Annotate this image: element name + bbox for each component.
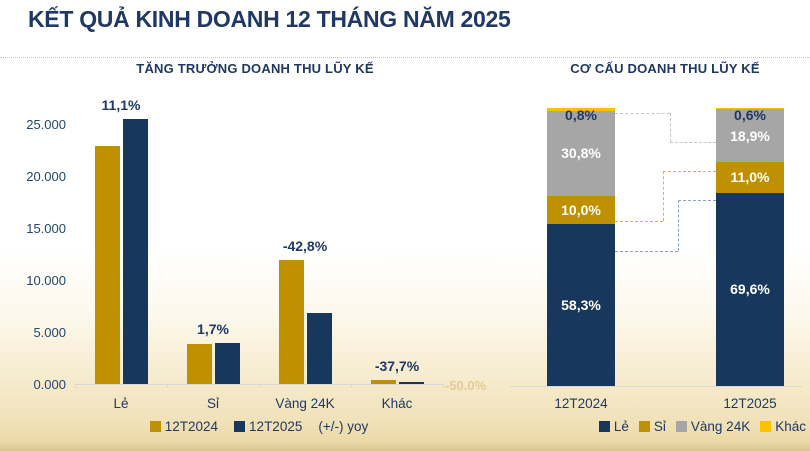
structure-segment-label: 18,9%: [730, 127, 770, 144]
legend-label: (+/-) yoy: [318, 419, 369, 434]
structure-segment-Lẻ-12T2024: [547, 223, 615, 386]
legend-label: Khác: [775, 419, 806, 434]
series-line-le: [615, 251, 678, 252]
legend-item-si: Sỉ: [638, 419, 666, 434]
legend-swatch-gold: [149, 421, 161, 432]
legend-item-le: Lẻ: [598, 419, 629, 434]
axis-tick: [167, 384, 168, 388]
structure-chart-title: CƠ CẤU DOANH THU LŨY KẾ: [570, 61, 760, 76]
growth-category-label: Lẻ: [113, 396, 129, 411]
axis-tick: [443, 384, 444, 388]
structure-x-axis-line: [510, 386, 802, 387]
legend-swatch-navy: [234, 421, 246, 432]
structure-bar-12T2025: 69,6% 11,0% 18,9% 0,6%: [716, 107, 784, 386]
header-divider: [0, 57, 810, 58]
y-tick: 25.000: [26, 117, 66, 132]
growth-bar-12T2024-Lẻ: [94, 145, 120, 384]
series-line-khac: [670, 142, 716, 143]
structure-segment-Sỉ-12T2025: [716, 161, 784, 193]
structure-segment-Sỉ-12T2024: [547, 196, 615, 224]
page-title: KẾT QUẢ KINH DOANH 12 THÁNG NĂM 2025: [28, 6, 511, 32]
legend-item-vang24k: Vàng 24K: [675, 419, 751, 434]
axis-tick: [351, 384, 352, 388]
y-tick: 5.000: [33, 325, 66, 340]
legend-swatch-gray: [675, 421, 687, 432]
series-line-khac: [670, 113, 671, 142]
series-line-khac: [615, 113, 670, 114]
growth-bar-12T2024-Vàng 24K: [278, 260, 304, 384]
series-line-si: [615, 221, 663, 222]
secondary-axis-label: -50.0%: [445, 378, 487, 393]
legend-swatch-yellow: [760, 421, 772, 432]
legend-label: 12T2025: [249, 419, 303, 434]
growth-bar-12T2024-Khác: [370, 379, 396, 384]
growth-bar-12T2025-Khác: [398, 381, 424, 384]
series-line-le: [678, 200, 679, 251]
legend-item-yoy: (+/-) yoy: [318, 419, 368, 434]
growth-plot-area: 11,1% 1,7% -42,8% -37,7%: [75, 97, 443, 384]
y-tick: 0.000: [33, 377, 66, 392]
structure-segment-label: 58,3%: [561, 297, 601, 313]
legend-label: Vàng 24K: [690, 419, 751, 434]
y-tick: 15.000: [26, 221, 66, 236]
legend-label: 12T2024: [164, 419, 219, 434]
structure-bar-12T2024: 58,3% 10,0% 30,8% 0,8%: [547, 107, 615, 386]
growth-bar-12T2024-Sỉ: [186, 343, 212, 384]
legend-label: Sỉ: [653, 419, 666, 434]
y-tick: 10.000: [26, 273, 66, 288]
structure-segment-label: 10,0%: [561, 202, 601, 218]
series-line-le: [678, 200, 716, 201]
legend-item-12T2024: 12T2024: [149, 419, 219, 434]
structure-segment-label: 69,6%: [730, 281, 770, 298]
yoy-growth-label: 1,7%: [197, 321, 229, 338]
axis-tick: [75, 384, 76, 388]
legend-swatch-navy: [598, 421, 610, 432]
yoy-growth-label: -42,8%: [282, 238, 328, 255]
structure-segment-Vàng 24K-12T2025: [716, 109, 784, 162]
growth-category-label: Vàng 24K: [275, 396, 335, 411]
structure-segment-Lẻ-12T2025: [716, 192, 784, 386]
legend-item-khac: Khác: [760, 419, 806, 434]
structure-category-label: 12T2024: [554, 396, 608, 411]
structure-legend: Lẻ Sỉ Vàng 24K Khác: [528, 419, 806, 434]
growth-chart-title: TĂNG TRƯỞNG DOANH THU LŨY KẾ: [136, 61, 374, 76]
yoy-growth-label: -37,7%: [374, 357, 420, 374]
legend-swatch-gold: [638, 421, 650, 432]
series-line-si: [663, 171, 716, 172]
yoy-growth-label: 11,1%: [101, 97, 141, 114]
structure-segment-Khác-12T2024: [547, 108, 615, 111]
structure-segment-Khác-12T2025: [716, 107, 784, 110]
series-line-si: [663, 171, 664, 221]
legend-item-12T2025: 12T2025: [234, 419, 302, 434]
growth-bar-12T2025-Lẻ: [122, 119, 148, 384]
structure-segment-label: 30,8%: [561, 145, 601, 162]
growth-category-label: Sỉ: [206, 396, 220, 411]
growth-legend: 12T2024 12T2025 (+/-) yoy: [75, 419, 443, 434]
structure-category-label: 12T2025: [723, 396, 777, 411]
growth-category-label: Khác: [381, 396, 413, 411]
growth-bar-12T2025-Sỉ: [214, 343, 240, 384]
structure-segment-label: 0,8%: [565, 107, 597, 123]
structure-segment-label: 0,6%: [734, 107, 766, 123]
growth-bar-12T2025-Vàng 24K: [306, 313, 332, 384]
y-tick: 20.000: [26, 169, 66, 184]
legend-label: Lẻ: [613, 419, 629, 434]
axis-tick: [259, 384, 260, 388]
structure-segment-label: 11,0%: [730, 169, 770, 186]
structure-segment-Vàng 24K-12T2024: [547, 110, 615, 197]
